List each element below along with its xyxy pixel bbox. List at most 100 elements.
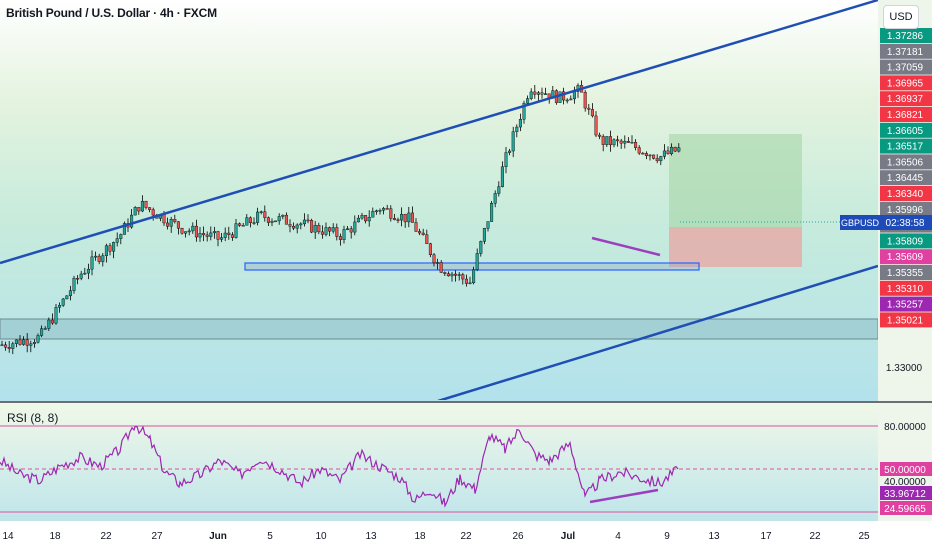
price-label-box (880, 107, 932, 122)
candle-body (281, 214, 285, 217)
candle-body (144, 200, 148, 208)
price-plot[interactable] (0, 0, 878, 401)
candle-body (11, 343, 15, 349)
candle-body (169, 219, 173, 227)
symbol-tag[interactable]: GBPUSD (841, 218, 880, 228)
candle-body (432, 254, 436, 264)
price-label-box (880, 280, 932, 296)
candle-body (612, 139, 616, 146)
price-divergence-line[interactable] (591, 236, 661, 257)
channel-upper-line[interactable] (0, 0, 878, 265)
candle-body (623, 141, 627, 144)
take-profit-zone[interactable] (669, 134, 802, 227)
candle-body (0, 344, 4, 347)
symbol-tag-box[interactable] (840, 215, 880, 230)
time-label: 18 (49, 531, 61, 542)
candle-body (619, 140, 623, 144)
stop-loss-zone[interactable] (669, 227, 802, 267)
candle-body (14, 339, 18, 344)
candle-body (212, 231, 216, 234)
price-label: 1.35021 (887, 315, 924, 326)
candle-body (29, 343, 33, 346)
time-label: 25 (858, 531, 870, 542)
candle-body (500, 166, 504, 187)
candle-body (605, 136, 609, 145)
price-label: 1.36517 (887, 142, 924, 153)
candle-body (259, 211, 263, 213)
channel-lower-line[interactable] (437, 264, 878, 401)
candle-body (284, 214, 288, 225)
time-label: Jul (561, 531, 576, 542)
rsi-plot[interactable] (0, 425, 878, 513)
candle-body (191, 225, 195, 232)
price-label-box (880, 249, 932, 265)
candle-body (331, 227, 335, 232)
candle-body (36, 335, 40, 343)
candle-body (108, 245, 112, 252)
time-label: Jun (209, 531, 227, 542)
candle-body (479, 241, 483, 254)
time-label: 22 (809, 531, 821, 542)
candle-body (83, 272, 87, 275)
candle-body (112, 242, 116, 252)
candle-body (511, 131, 515, 152)
currency-button[interactable]: USD (883, 5, 919, 29)
candle-body (572, 91, 576, 100)
price-label-box (880, 154, 932, 170)
rsi-divergence-line[interactable] (589, 488, 659, 504)
candle-body (346, 228, 350, 230)
price-label-box (880, 201, 932, 217)
candle-body (248, 217, 252, 223)
candle-body (227, 232, 231, 235)
time-axis[interactable]: 14 18 22 27 Jun 5 10 13 18 22 26 Jul 4 9 13 17 22 25 (2, 531, 870, 542)
candle-body (526, 98, 530, 104)
candle-body (205, 234, 209, 237)
candle-body (335, 227, 339, 237)
candle-body (389, 208, 393, 219)
price-label: 1.37286 (887, 31, 924, 42)
candle-body (515, 126, 519, 132)
candle-body (486, 221, 490, 229)
candle-body (234, 223, 238, 238)
candle-body (356, 217, 360, 223)
candle-body (637, 147, 641, 154)
candle-body (173, 219, 177, 222)
time-label: 13 (708, 531, 720, 542)
support-zone[interactable] (0, 318, 878, 340)
price-label-box (880, 138, 932, 154)
candle-body (544, 93, 548, 95)
candle-body (540, 92, 544, 95)
rsi-axis-label: 50.00000 (884, 465, 926, 476)
price-scale[interactable]: 1.37286 1.37181 1.37059 1.36965 1.36937 1.368… (880, 28, 932, 328)
candle-body (374, 210, 378, 212)
candle-body (583, 91, 587, 109)
rsi-line[interactable] (0, 425, 679, 508)
candle-body (238, 223, 242, 226)
candle-body (673, 146, 677, 152)
candle-body (562, 91, 566, 101)
time-label: 14 (2, 531, 14, 542)
candle-body (407, 212, 411, 223)
candle-body (306, 219, 310, 222)
candle-body (50, 319, 54, 324)
candle-body (569, 98, 573, 101)
candle-body (79, 273, 83, 279)
support-box[interactable] (244, 262, 700, 271)
rsi-axis-label: 80.00000 (884, 422, 926, 433)
candle-body (122, 223, 126, 235)
candle-body (4, 344, 8, 348)
candle-body (263, 211, 267, 218)
candle-body (396, 219, 400, 221)
candle-body (616, 139, 620, 142)
candle-body (65, 295, 69, 300)
candle-body (40, 328, 44, 336)
price-label: 1.36445 (887, 173, 924, 184)
candle-body (202, 233, 206, 236)
price-label-box (880, 186, 932, 201)
price-label: 1.35257 (887, 300, 924, 311)
price-tick-plain: 1.33000 (886, 363, 923, 374)
candle-body (522, 102, 526, 120)
candle-body (241, 225, 245, 227)
